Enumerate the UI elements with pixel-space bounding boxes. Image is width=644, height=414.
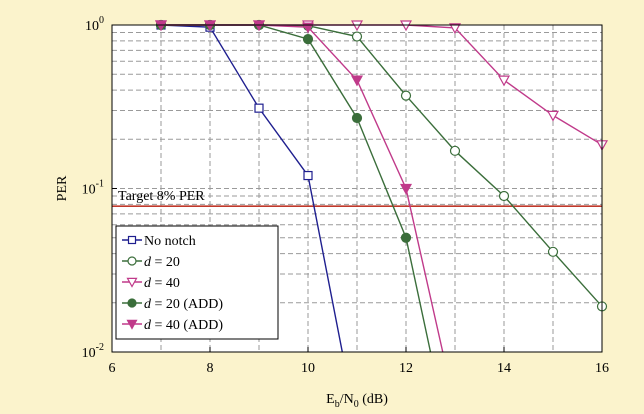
target-line-group: Target 8% PER xyxy=(112,189,602,207)
target-label: Target 8% PER xyxy=(118,189,205,204)
x-tick-label: 14 xyxy=(497,361,511,376)
legend-entry: d = 20 xyxy=(122,255,180,270)
y-axis-label: PER xyxy=(55,175,70,201)
x-tick-label: 10 xyxy=(301,361,315,376)
data-point xyxy=(351,31,363,42)
x-tick-label: 8 xyxy=(207,361,214,376)
legend-label: No notch xyxy=(144,234,196,249)
data-point xyxy=(350,75,364,87)
legend-label: d = 20 (ADD) xyxy=(144,297,223,312)
data-point xyxy=(547,246,559,257)
legend-entry: d = 40 (ADD) xyxy=(122,318,223,333)
x-axis-label: Eb/N0 (dB) xyxy=(326,392,388,410)
data-point xyxy=(400,90,412,101)
x-tick-label: 16 xyxy=(595,361,609,376)
data-point xyxy=(449,145,461,156)
data-point xyxy=(498,190,510,202)
legend-entry: d = 20 (ADD) xyxy=(122,297,223,312)
ticks: 6 8 10 12 14 16 100 10-1 10-2 xyxy=(82,15,609,376)
data-point xyxy=(399,183,413,195)
plot-frame xyxy=(111,24,603,353)
legend-label: d = 40 (ADD) xyxy=(144,318,223,333)
data-point xyxy=(302,33,314,45)
legend-box xyxy=(115,225,279,340)
x-tick-label: 6 xyxy=(109,361,116,376)
y-tick-label: 100 xyxy=(85,15,104,34)
data-point xyxy=(400,232,412,243)
y-tick-label: 10-1 xyxy=(82,179,104,198)
axis-labels: Eb/N0 (dB) PER xyxy=(55,175,388,410)
data-point xyxy=(127,235,137,245)
data-point xyxy=(126,319,138,330)
legend-entry: No notch xyxy=(122,234,196,249)
y-tick-label: 10-2 xyxy=(82,342,104,361)
data-point xyxy=(254,103,264,113)
legend-label: d = 40 xyxy=(144,276,180,291)
data-point xyxy=(127,298,137,308)
data-point xyxy=(351,112,363,124)
data-point xyxy=(303,170,313,181)
legend-entry: d = 40 xyxy=(122,276,180,291)
legend: No notch d = 20 d = 40 d = 20 (ADD) d = 40 (… xyxy=(115,225,279,340)
x-tick-label: 12 xyxy=(399,361,413,376)
legend-label: d = 20 xyxy=(144,255,180,270)
data-point xyxy=(127,256,137,266)
data-point xyxy=(546,110,560,122)
data-point xyxy=(497,75,511,87)
data-point xyxy=(448,23,462,35)
data-point xyxy=(126,277,138,288)
